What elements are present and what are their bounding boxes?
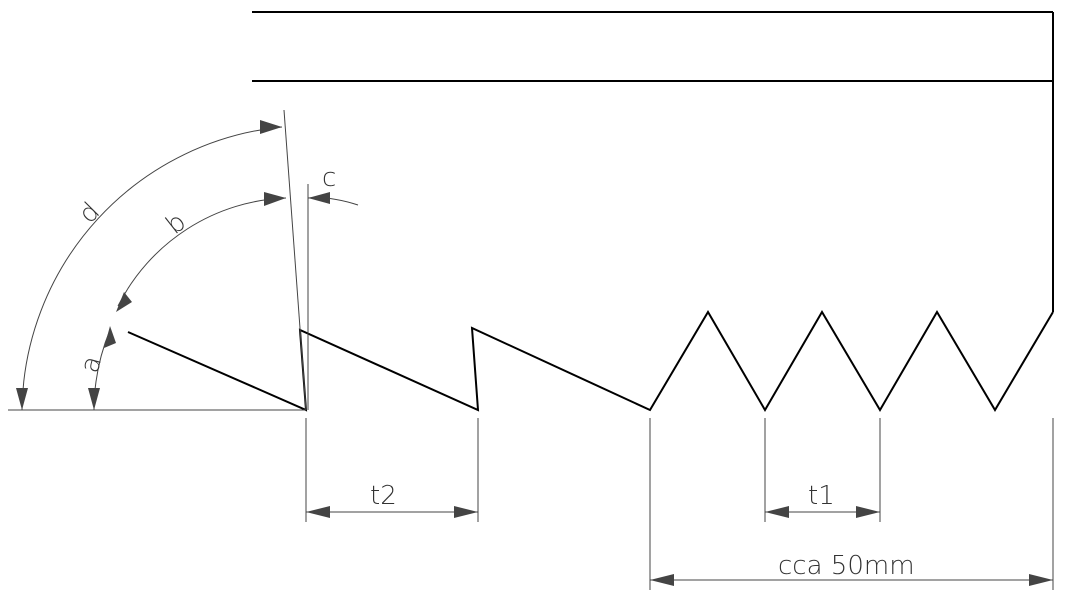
blade-body [252, 11, 1054, 312]
overall-arrow-left [650, 574, 674, 586]
overall-dimension: cca 50mm [649, 418, 1054, 590]
angle-c-arrow [308, 192, 330, 204]
angle-d-arc [21, 126, 283, 411]
angle-d-dimension: d [16, 120, 283, 411]
angle-b-arc [117, 197, 287, 307]
t1-label: t1 [808, 481, 835, 511]
angle-b-arrow-left [116, 292, 132, 312]
tooth-profile [127, 310, 1054, 412]
t1-arrow-right [856, 506, 880, 518]
angle-c-label: c [322, 163, 336, 193]
angle-b-label: b [160, 207, 191, 241]
t2-label: t2 [370, 481, 397, 511]
t2-dimension: t2 [305, 418, 479, 522]
overall-label: cca 50mm [778, 551, 915, 581]
angle-c-dimension: c [307, 163, 359, 206]
t2-arrow-right [454, 506, 478, 518]
angle-a-arrow-top [104, 326, 116, 348]
angle-b-arrow-right [264, 192, 286, 206]
angle-d-arrow-top [260, 120, 282, 134]
angle-d-label: d [73, 197, 106, 230]
angle-a-dimension: a [75, 326, 116, 411]
t1-arrow-left [765, 506, 789, 518]
angle-b-dimension: b [116, 192, 287, 312]
angle-a-label: a [75, 353, 108, 376]
angle-d-arrow-bottom [16, 388, 28, 410]
t1-dimension: t1 [764, 418, 881, 522]
t2-arrow-left [306, 506, 330, 518]
rake-construction-line [283, 109, 307, 411]
overall-arrow-right [1029, 574, 1053, 586]
angle-a-arrow-bottom [88, 388, 100, 410]
